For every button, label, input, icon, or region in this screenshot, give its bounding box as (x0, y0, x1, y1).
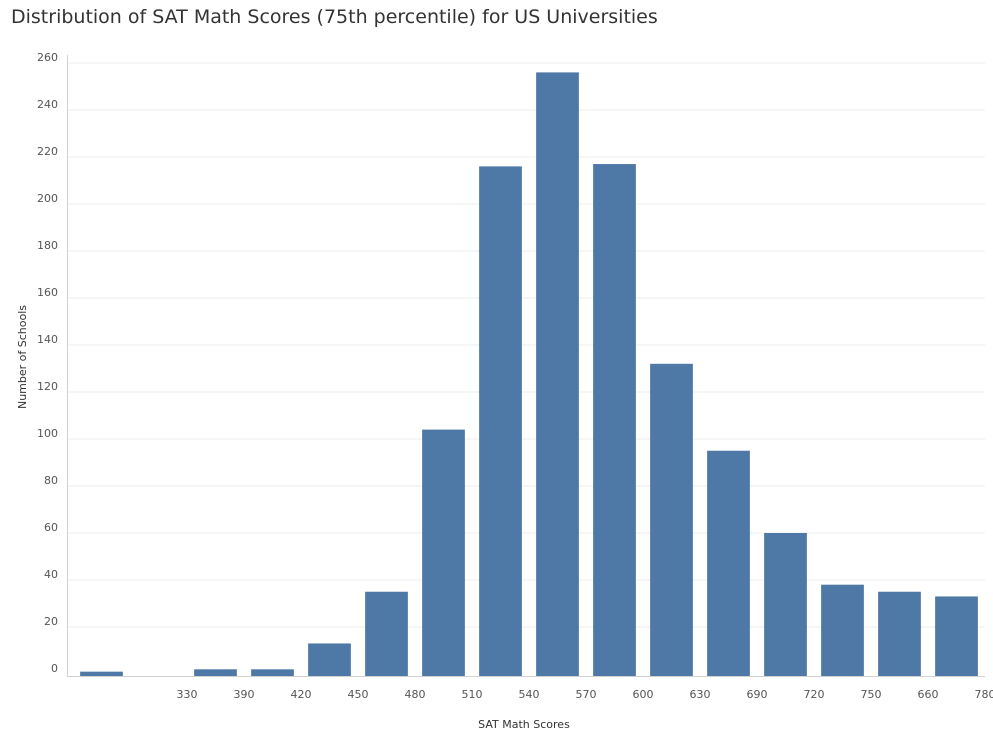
bar (80, 671, 123, 676)
y-tick-label: 140 (37, 333, 58, 346)
bar (593, 164, 636, 677)
bar (479, 166, 522, 676)
bar (821, 584, 864, 676)
x-tick-label: 480 (405, 688, 426, 701)
x-tick-label: 720 (804, 688, 825, 701)
y-tick-label: 40 (44, 568, 58, 581)
x-axis-title: SAT Math Scores (478, 718, 570, 731)
x-tick-label: 690 (747, 688, 768, 701)
bar (422, 429, 465, 676)
bar (251, 669, 294, 676)
y-tick-label: 20 (44, 615, 58, 628)
y-tick-label: 220 (37, 145, 58, 158)
y-axis-ticks: 0 20 40 60 80 100 120 140 160 180 200 220 240 260 (37, 51, 58, 675)
y-tick-label: 240 (37, 98, 58, 111)
y-tick-label: 200 (37, 192, 58, 205)
y-axis-title: Number of Schools (16, 305, 29, 409)
bar (650, 363, 693, 676)
x-tick-label: 390 (234, 688, 255, 701)
bar (764, 533, 807, 676)
y-tick-label: 80 (44, 474, 58, 487)
x-tick-label: 750 (861, 688, 882, 701)
bar (194, 669, 237, 676)
x-tick-label: 630 (690, 688, 711, 701)
x-tick-label: 780 (975, 688, 993, 701)
x-tick-label: 450 (348, 688, 369, 701)
bar (308, 643, 351, 676)
bar (707, 450, 750, 676)
bar (536, 72, 579, 676)
y-tick-label: 260 (37, 51, 58, 64)
x-tick-label: 570 (576, 688, 597, 701)
bar (878, 591, 921, 676)
y-tick-label: 60 (44, 521, 58, 534)
bar (935, 596, 978, 676)
chart-title: Distribution of SAT Math Scores (75th pe… (11, 6, 658, 28)
bars (80, 72, 978, 677)
x-tick-label: 420 (291, 688, 312, 701)
y-tick-label: 100 (37, 427, 58, 440)
y-tick-label: 0 (51, 662, 58, 675)
x-tick-label: 660 (918, 688, 939, 701)
x-tick-label: 330 (177, 688, 198, 701)
y-tick-label: 160 (37, 286, 58, 299)
x-tick-label: 600 (633, 688, 654, 701)
x-tick-label: 510 (462, 688, 483, 701)
bar (365, 591, 408, 676)
y-tick-label: 180 (37, 239, 58, 252)
y-tick-label: 120 (37, 380, 58, 393)
x-axis-ticks: 330 390 420 450 480 510 540 570 600 630 690 720 750 6… (177, 688, 993, 701)
x-tick-label: 540 (519, 688, 540, 701)
gridlines (67, 62, 985, 628)
